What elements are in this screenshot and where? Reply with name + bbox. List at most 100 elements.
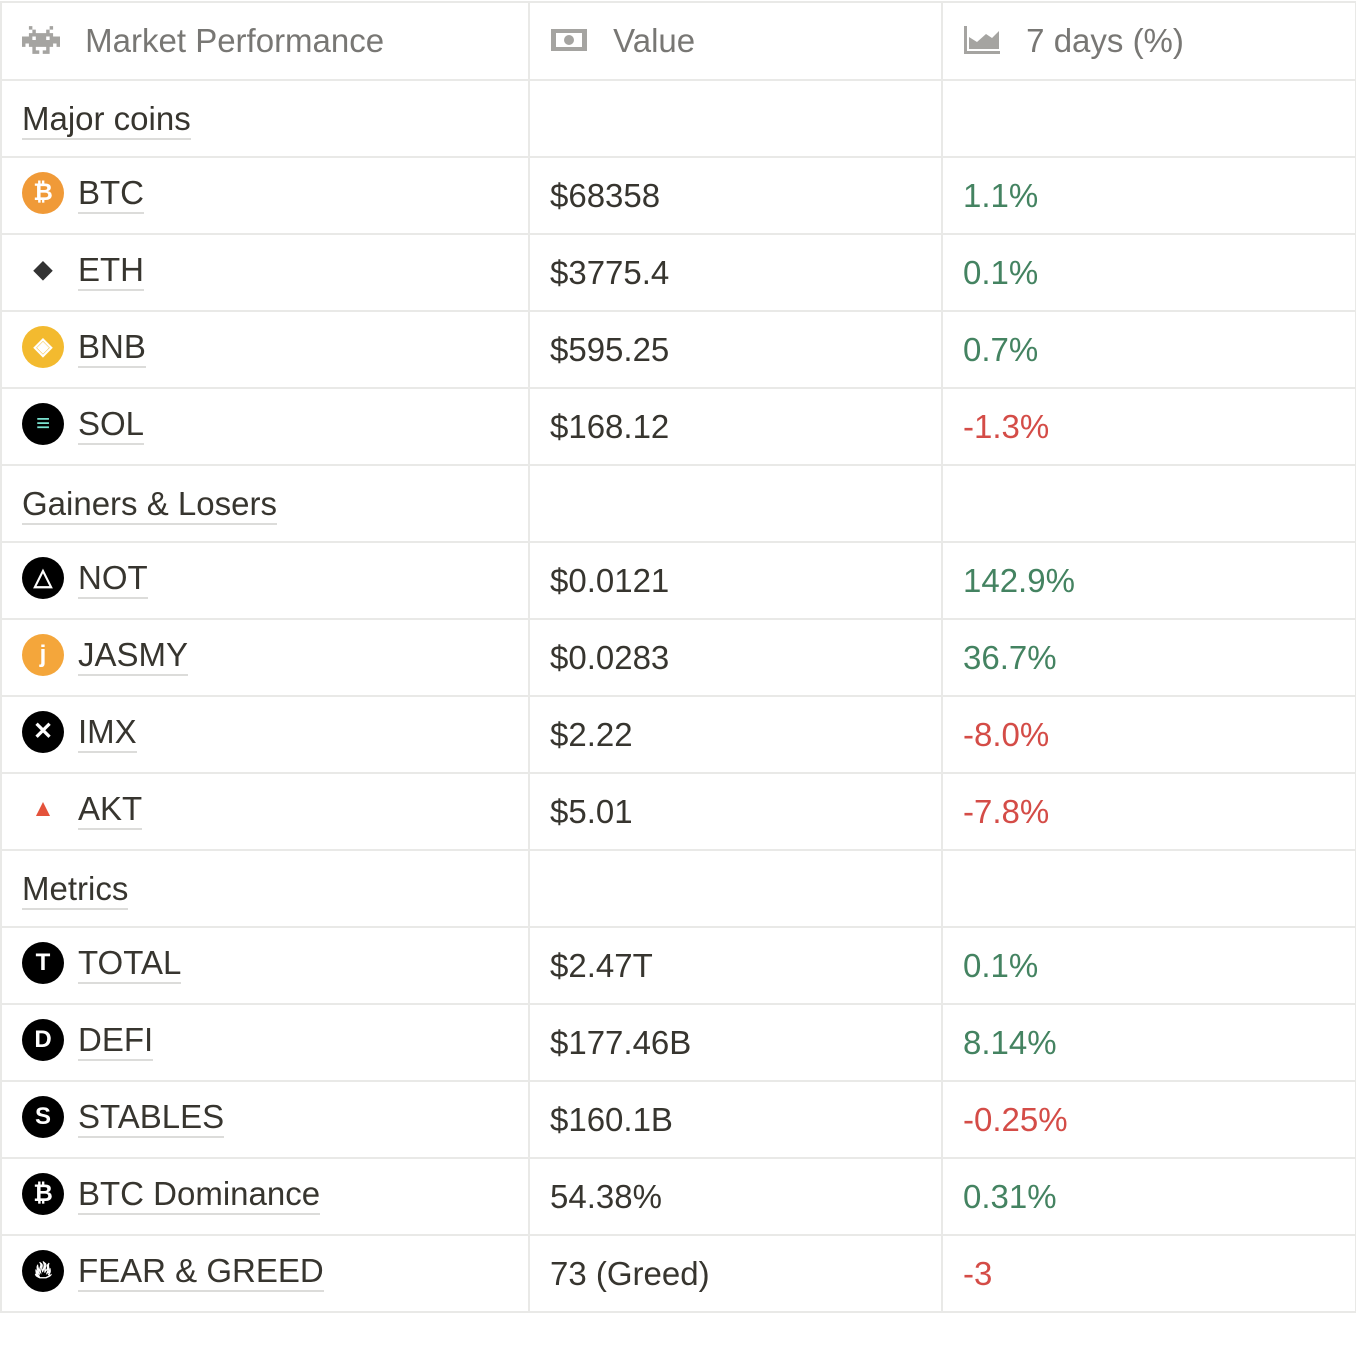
header-label: Market Performance — [85, 22, 385, 59]
asset-link[interactable]: NOT — [78, 559, 148, 600]
change-cell: 142.9% — [941, 541, 1356, 620]
table-row: ₿ BTC $68358 1.1% — [0, 156, 1356, 235]
table-row: ≡ SOL $168.12 -1.3% — [0, 387, 1356, 466]
value-cell: 54.38% — [528, 1157, 943, 1236]
change-cell: -3 — [941, 1234, 1356, 1313]
value-cell: $2.22 — [528, 695, 943, 774]
table-row: ◈ BNB $595.25 0.7% — [0, 310, 1356, 389]
change-cell: 1.1% — [941, 156, 1356, 235]
table-row: ₿ BTC Dominance 54.38% 0.31% — [0, 1157, 1356, 1236]
letter-s-icon: S — [22, 1095, 64, 1138]
immutable-x-icon: ✕ — [22, 710, 64, 753]
section-row: Gainers & Losers — [0, 464, 1356, 543]
empty-cell — [941, 79, 1356, 158]
area-chart-icon — [964, 26, 1000, 55]
empty-cell — [528, 464, 943, 543]
column-header-7-days[interactable]: 7 days (%) — [941, 1, 1356, 81]
asset-link[interactable]: SOL — [78, 405, 145, 446]
value-cell: $5.01 — [528, 772, 943, 851]
column-header-value[interactable]: Value — [528, 1, 943, 81]
value-cell: $3775.4 — [528, 233, 943, 312]
value-cell: $160.1B — [528, 1080, 943, 1159]
header-label: 7 days (%) — [1026, 22, 1184, 59]
asset-name-cell: j JASMY — [0, 618, 530, 697]
asset-name-cell: 🔥︎ FEAR & GREED — [0, 1234, 530, 1313]
market-performance-table: Market Performance Value 7 days (%) Majo… — [0, 1, 1356, 1313]
asset-link[interactable]: BNB — [78, 328, 146, 369]
value-cell: $2.47T — [528, 926, 943, 1005]
table-row: D DEFI $177.46B 8.14% — [0, 1003, 1356, 1082]
empty-cell — [941, 849, 1356, 928]
change-cell: -7.8% — [941, 772, 1356, 851]
change-cell: 36.7% — [941, 618, 1356, 697]
table-row: ▲ AKT $5.01 -7.8% — [0, 772, 1356, 851]
akash-icon: ▲ — [31, 794, 55, 822]
section-title-cell: Metrics — [0, 849, 530, 928]
table-row: ◆ ETH $3775.4 0.1% — [0, 233, 1356, 312]
table-row: △ NOT $0.0121 142.9% — [0, 541, 1356, 620]
change-cell: -0.25% — [941, 1080, 1356, 1159]
empty-cell — [941, 464, 1356, 543]
asset-name-cell: ◆ ETH — [0, 233, 530, 312]
letter-d-icon: D — [22, 1018, 64, 1061]
column-header-market-performance[interactable]: Market Performance — [0, 1, 530, 81]
asset-link[interactable]: JASMY — [78, 636, 189, 677]
asset-name-cell: ✕ IMX — [0, 695, 530, 774]
bnb-icon: ◈ — [22, 325, 64, 368]
asset-name-cell: ₿ BTC Dominance — [0, 1157, 530, 1236]
bitcoin-dark-icon: ₿ — [22, 1172, 64, 1215]
change-cell: -1.3% — [941, 387, 1356, 466]
value-cell: $68358 — [528, 156, 943, 235]
asset-link[interactable]: AKT — [78, 790, 143, 831]
flame-icon: 🔥︎ — [22, 1249, 64, 1292]
header-label: Value — [613, 22, 696, 59]
empty-cell — [528, 79, 943, 158]
section-title-cell: Gainers & Losers — [0, 464, 530, 543]
asset-name-cell: ≡ SOL — [0, 387, 530, 466]
empty-cell — [528, 849, 943, 928]
value-cell: $168.12 — [528, 387, 943, 466]
table-row: T TOTAL $2.47T 0.1% — [0, 926, 1356, 1005]
value-cell: $0.0121 — [528, 541, 943, 620]
bitcoin-icon: ₿ — [22, 171, 64, 214]
space-invader-icon — [22, 26, 60, 55]
change-cell: 0.31% — [941, 1157, 1356, 1236]
solana-icon: ≡ — [22, 402, 64, 445]
section-title[interactable]: Metrics — [22, 869, 129, 910]
asset-link[interactable]: BTC Dominance — [78, 1175, 321, 1216]
ethereum-icon: ◆ — [33, 255, 53, 283]
change-cell: 0.7% — [941, 310, 1356, 389]
asset-link[interactable]: STABLES — [78, 1098, 225, 1139]
asset-name-cell: ◈ BNB — [0, 310, 530, 389]
section-title-cell: Major coins — [0, 79, 530, 158]
section-row: Major coins — [0, 79, 1356, 158]
asset-link[interactable]: ETH — [78, 251, 144, 292]
value-cell: $595.25 — [528, 310, 943, 389]
asset-name-cell: ₿ BTC — [0, 156, 530, 235]
value-cell: $0.0283 — [528, 618, 943, 697]
asset-name-cell: △ NOT — [0, 541, 530, 620]
value-cell: $177.46B — [528, 1003, 943, 1082]
table-row: ✕ IMX $2.22 -8.0% — [0, 695, 1356, 774]
asset-link[interactable]: BTC — [78, 174, 144, 215]
letter-t-icon: T — [22, 941, 64, 984]
table-row: S STABLES $160.1B -0.25% — [0, 1080, 1356, 1159]
asset-name-cell: S STABLES — [0, 1080, 530, 1159]
section-title[interactable]: Gainers & Losers — [22, 484, 277, 525]
table-row: 🔥︎ FEAR & GREED 73 (Greed) -3 — [0, 1234, 1356, 1313]
banknote-icon — [551, 29, 587, 52]
asset-link[interactable]: TOTAL — [78, 944, 182, 985]
asset-name-cell: D DEFI — [0, 1003, 530, 1082]
header-row: Market Performance Value 7 days (%) — [0, 1, 1356, 81]
section-title[interactable]: Major coins — [22, 99, 191, 140]
asset-name-cell: ▲ AKT — [0, 772, 530, 851]
section-row: Metrics — [0, 849, 1356, 928]
change-cell: 8.14% — [941, 1003, 1356, 1082]
asset-link[interactable]: DEFI — [78, 1021, 154, 1062]
change-cell: 0.1% — [941, 233, 1356, 312]
asset-link[interactable]: FEAR & GREED — [78, 1252, 324, 1293]
notcoin-icon: △ — [22, 556, 64, 599]
asset-link[interactable]: IMX — [78, 713, 137, 754]
asset-name-cell: T TOTAL — [0, 926, 530, 1005]
table-row: j JASMY $0.0283 36.7% — [0, 618, 1356, 697]
